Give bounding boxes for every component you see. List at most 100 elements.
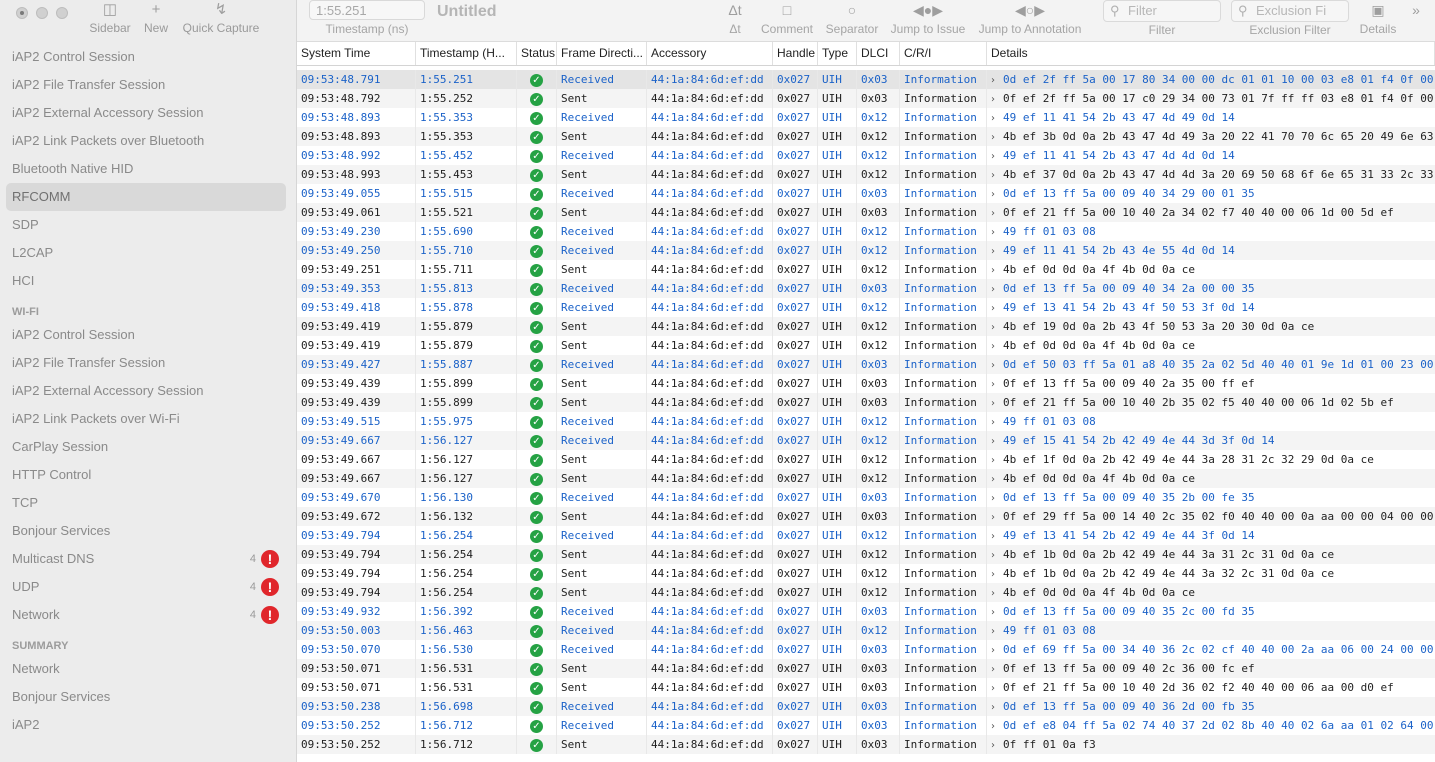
expand-chevron-icon[interactable]: › (991, 208, 995, 219)
expand-chevron-icon[interactable]: › (991, 94, 995, 105)
expand-chevron-icon[interactable]: › (991, 360, 995, 371)
expand-chevron-icon[interactable]: › (991, 113, 995, 124)
sidebar-item[interactable]: L2CAP (0, 239, 286, 267)
expand-chevron-icon[interactable]: › (991, 550, 995, 561)
sidebar-item[interactable]: Network 4! (0, 601, 286, 629)
table-row[interactable]: 09:53:50.252 1:56.712 ✓ Received 44:1a:84:6d… (297, 716, 1435, 735)
timestamp-field[interactable]: 1:55.251 (309, 0, 425, 20)
sidebar-item[interactable]: TCP (0, 489, 286, 517)
delta-t-button[interactable]: Δt Δt (723, 0, 747, 36)
separator-button[interactable]: ○ Separator (821, 0, 883, 36)
column-header[interactable]: DLCI (857, 42, 900, 65)
jump-to-annotation-button[interactable]: ◀○▶ Jump to Annotation (975, 0, 1085, 36)
sidebar-item[interactable]: SDP (0, 211, 286, 239)
table-row[interactable]: 09:53:50.071 1:56.531 ✓ Sent 44:1a:84:6d:ef:… (297, 659, 1435, 678)
table-row[interactable]: 09:53:49.353 1:55.813 ✓ Received 44:1a:84:6d… (297, 279, 1435, 298)
sidebar-toggle-button[interactable]: ◫ Sidebar (88, 0, 132, 40)
sidebar-item[interactable]: HCI (0, 267, 286, 295)
expand-chevron-icon[interactable]: › (991, 170, 995, 181)
sidebar-item[interactable]: Bonjour Services (0, 517, 286, 545)
sidebar-item[interactable]: iAP2 File Transfer Session (0, 349, 286, 377)
sidebar-item[interactable]: iAP2 External Accessory Session (0, 377, 286, 405)
table-row[interactable]: 09:53:50.070 1:56.530 ✓ Received 44:1a:84:6d… (297, 640, 1435, 659)
expand-chevron-icon[interactable]: › (991, 132, 995, 143)
column-header[interactable]: Details (987, 42, 1435, 65)
table-row[interactable]: 09:53:49.667 1:56.127 ✓ Sent 44:1a:84:6d:ef:… (297, 469, 1435, 488)
table-row[interactable]: 09:53:49.419 1:55.879 ✓ Sent 44:1a:84:6d:ef:… (297, 336, 1435, 355)
exclusion-filter-input[interactable]: ⚲ Exclusion Fi (1231, 0, 1349, 22)
window-minimize-button[interactable] (36, 7, 48, 19)
window-close-button[interactable] (16, 7, 28, 19)
column-header[interactable]: C/R/I (900, 42, 987, 65)
expand-chevron-icon[interactable]: › (991, 417, 995, 428)
expand-chevron-icon[interactable]: › (991, 303, 995, 314)
expand-chevron-icon[interactable]: › (991, 569, 995, 580)
table-row[interactable]: 09:53:49.794 1:56.254 ✓ Sent 44:1a:84:6d:ef:… (297, 583, 1435, 602)
table-row[interactable]: 09:53:49.230 1:55.690 ✓ Received 44:1a:84:6d… (297, 222, 1435, 241)
expand-chevron-icon[interactable]: › (991, 227, 995, 238)
expand-chevron-icon[interactable]: › (991, 740, 995, 751)
table-row[interactable]: 09:53:49.439 1:55.899 ✓ Sent 44:1a:84:6d:ef:… (297, 393, 1435, 412)
table-row[interactable]: 09:53:48.993 1:55.453 ✓ Sent 44:1a:84:6d:ef:… (297, 165, 1435, 184)
table-row[interactable]: 09:53:49.670 1:56.130 ✓ Received 44:1a:84:6d… (297, 488, 1435, 507)
table-row[interactable]: 09:53:50.003 1:56.463 ✓ Received 44:1a:84:6d… (297, 621, 1435, 640)
table-row[interactable]: 09:53:49.515 1:55.975 ✓ Received 44:1a:84:6d… (297, 412, 1435, 431)
filter-input[interactable]: ⚲ Filter (1103, 0, 1221, 22)
expand-chevron-icon[interactable]: › (991, 474, 995, 485)
expand-chevron-icon[interactable]: › (991, 455, 995, 466)
table-row[interactable]: 09:53:49.427 1:55.887 ✓ Received 44:1a:84:6d… (297, 355, 1435, 374)
expand-chevron-icon[interactable]: › (991, 398, 995, 409)
table-row[interactable]: 09:53:49.250 1:55.710 ✓ Received 44:1a:84:6d… (297, 241, 1435, 260)
expand-chevron-icon[interactable]: › (991, 436, 995, 447)
table-row[interactable]: 09:53:49.418 1:55.878 ✓ Received 44:1a:84:6d… (297, 298, 1435, 317)
table-row[interactable]: 09:53:48.792 1:55.252 ✓ Sent 44:1a:84:6d:ef:… (297, 89, 1435, 108)
column-header[interactable]: Status (517, 42, 557, 65)
table-row[interactable]: 09:53:49.794 1:56.254 ✓ Received 44:1a:84:6d… (297, 526, 1435, 545)
expand-chevron-icon[interactable]: › (991, 284, 995, 295)
expand-chevron-icon[interactable]: › (991, 607, 995, 618)
sidebar-item[interactable]: iAP2 Control Session (0, 321, 286, 349)
column-header[interactable]: Handle (773, 42, 818, 65)
more-button[interactable]: » (1405, 0, 1427, 22)
expand-chevron-icon[interactable]: › (991, 683, 995, 694)
table-row[interactable]: 09:53:49.672 1:56.132 ✓ Sent 44:1a:84:6d:ef:… (297, 507, 1435, 526)
expand-chevron-icon[interactable]: › (991, 493, 995, 504)
column-header[interactable]: Timestamp (H... (416, 42, 517, 65)
expand-chevron-icon[interactable]: › (991, 664, 995, 675)
sidebar-item[interactable]: iAP2 Link Packets over Bluetooth (0, 127, 286, 155)
table-row[interactable]: 09:53:50.071 1:56.531 ✓ Sent 44:1a:84:6d:ef:… (297, 678, 1435, 697)
sidebar-item[interactable]: Multicast DNS 4! (0, 545, 286, 573)
sidebar-item[interactable]: Bonjour Services (0, 683, 286, 711)
column-header[interactable]: Type (818, 42, 857, 65)
table-row[interactable]: 09:53:50.252 1:56.712 ✓ Sent 44:1a:84:6d:ef:… (297, 735, 1435, 754)
sidebar-item[interactable]: HTTP Control (0, 461, 286, 489)
comment-button[interactable]: □ Comment (757, 0, 817, 36)
window-zoom-button[interactable] (56, 7, 68, 19)
column-header[interactable]: Accessory (647, 42, 773, 65)
expand-chevron-icon[interactable]: › (991, 626, 995, 637)
table-row[interactable]: 09:53:48.992 1:55.452 ✓ Received 44:1a:84:6d… (297, 146, 1435, 165)
column-header[interactable]: Frame Directi... (557, 42, 647, 65)
sidebar-item[interactable]: RFCOMM (6, 183, 286, 211)
sidebar-item[interactable]: iAP2 Link Packets over Wi-Fi (0, 405, 286, 433)
table-row[interactable]: 09:53:49.667 1:56.127 ✓ Received 44:1a:84:6d… (297, 431, 1435, 450)
expand-chevron-icon[interactable]: › (991, 341, 995, 352)
table-row[interactable]: 09:53:49.061 1:55.521 ✓ Sent 44:1a:84:6d:ef:… (297, 203, 1435, 222)
table-row[interactable]: 09:53:49.439 1:55.899 ✓ Sent 44:1a:84:6d:ef:… (297, 374, 1435, 393)
expand-chevron-icon[interactable]: › (991, 512, 995, 523)
table-row[interactable]: 09:53:49.251 1:55.711 ✓ Sent 44:1a:84:6d:ef:… (297, 260, 1435, 279)
table-row[interactable]: 09:53:48.893 1:55.353 ✓ Sent 44:1a:84:6d:ef:… (297, 127, 1435, 146)
sidebar-item[interactable]: UDP 4! (0, 573, 286, 601)
table-row[interactable]: 09:53:49.932 1:56.392 ✓ Received 44:1a:84:6d… (297, 602, 1435, 621)
expand-chevron-icon[interactable]: › (991, 379, 995, 390)
expand-chevron-icon[interactable]: › (991, 645, 995, 656)
details-button[interactable]: ▣ Details (1357, 0, 1399, 36)
expand-chevron-icon[interactable]: › (991, 189, 995, 200)
sidebar-item[interactable]: Network (0, 655, 286, 683)
sidebar-item[interactable]: iAP2 (0, 711, 286, 739)
sidebar-item[interactable]: CarPlay Session (0, 433, 286, 461)
expand-chevron-icon[interactable]: › (991, 265, 995, 276)
expand-chevron-icon[interactable]: › (991, 75, 995, 86)
table-row[interactable]: 09:53:49.794 1:56.254 ✓ Sent 44:1a:84:6d:ef:… (297, 564, 1435, 583)
sidebar-item[interactable]: iAP2 Control Session (0, 43, 286, 71)
